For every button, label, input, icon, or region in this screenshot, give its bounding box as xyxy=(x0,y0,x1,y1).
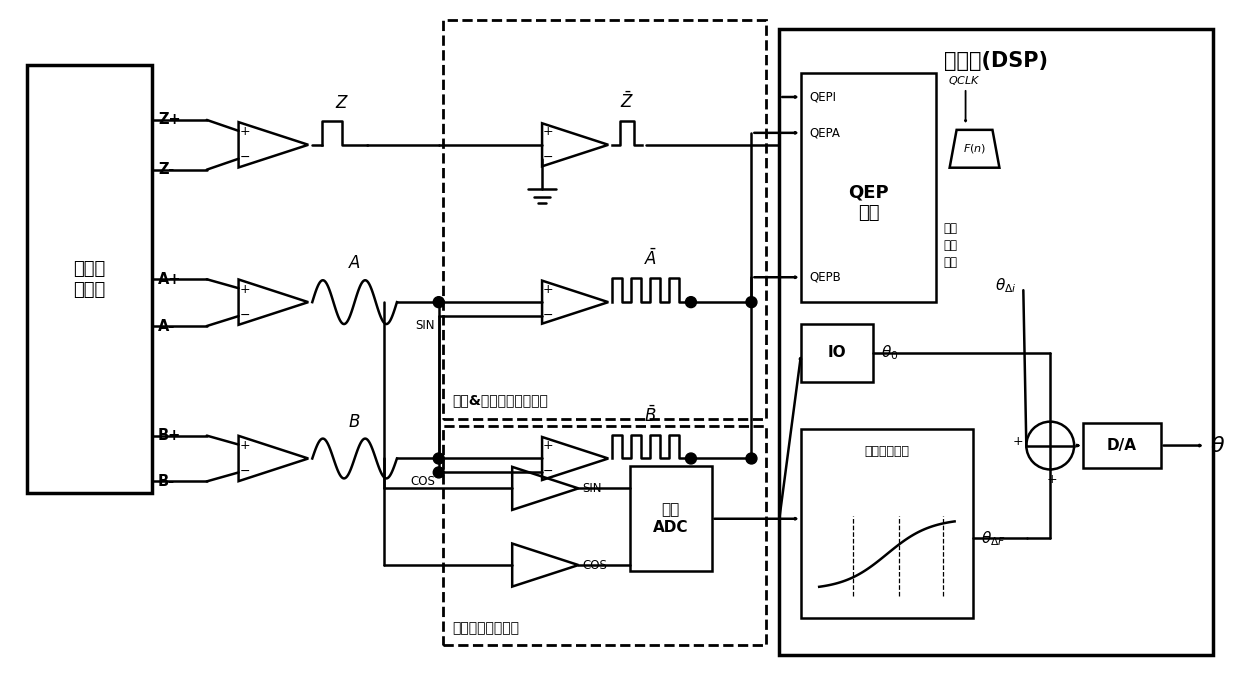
Text: $Z$: $Z$ xyxy=(335,94,349,112)
Text: 增量式
编码器: 增量式 编码器 xyxy=(73,260,105,299)
Text: QEPA: QEPA xyxy=(809,126,840,140)
Text: A-: A- xyxy=(157,319,175,334)
Text: $\theta_{\Delta F}$: $\theta_{\Delta F}$ xyxy=(980,529,1005,548)
Text: −: − xyxy=(239,465,250,478)
Bar xyxy=(27,65,152,493)
Text: −: − xyxy=(239,151,250,164)
Text: IO: IO xyxy=(828,346,846,361)
Text: QEP
单元: QEP 单元 xyxy=(849,183,888,222)
Text: +: + xyxy=(1047,473,1058,487)
Bar xyxy=(779,29,1213,654)
Circle shape xyxy=(746,453,757,464)
Text: Z-: Z- xyxy=(157,162,175,177)
Text: +: + xyxy=(239,282,250,296)
Text: −: − xyxy=(543,309,554,321)
Text: 弦波信号细分电路: 弦波信号细分电路 xyxy=(452,621,519,635)
Circle shape xyxy=(434,467,445,478)
Bar xyxy=(1083,423,1161,468)
Text: 分量角度计算: 分量角度计算 xyxy=(865,445,909,458)
Text: A+: A+ xyxy=(157,272,181,286)
Text: −: − xyxy=(543,151,554,164)
Text: 高速
ADC: 高速 ADC xyxy=(653,503,689,535)
Text: $QCLK$: $QCLK$ xyxy=(948,74,980,87)
Bar xyxy=(629,466,711,571)
Bar xyxy=(442,426,767,645)
Text: B+: B+ xyxy=(157,428,181,443)
Bar xyxy=(802,324,873,381)
Text: +: + xyxy=(543,439,554,452)
Text: $\theta$: $\theta$ xyxy=(1209,435,1224,456)
Circle shape xyxy=(685,453,696,464)
Text: QEPB: QEPB xyxy=(809,271,841,284)
Text: +: + xyxy=(543,282,554,296)
Text: −: − xyxy=(239,309,250,321)
Bar xyxy=(442,20,767,419)
Text: $\theta_0$: $\theta_0$ xyxy=(881,344,898,363)
Text: $\theta_{\Delta i}$: $\theta_{\Delta i}$ xyxy=(995,276,1016,295)
Text: $\bar{A}$: $\bar{A}$ xyxy=(643,249,657,270)
Text: B-: B- xyxy=(157,474,175,489)
Bar xyxy=(802,73,935,302)
Text: SIN: SIN xyxy=(415,319,435,332)
Text: $B$: $B$ xyxy=(348,412,361,431)
Text: SIN: SIN xyxy=(582,482,602,495)
Text: 单片机(DSP): 单片机(DSP) xyxy=(944,51,1048,71)
Text: +: + xyxy=(1012,435,1023,448)
Text: +: + xyxy=(543,125,554,138)
Text: QEPI: QEPI xyxy=(809,90,836,104)
Text: $F(n)$: $F(n)$ xyxy=(963,142,986,155)
Text: D/A: D/A xyxy=(1106,438,1137,453)
Text: $\bar{Z}$: $\bar{Z}$ xyxy=(621,92,634,112)
Circle shape xyxy=(746,297,757,307)
Text: 弦波&零位信号整形电路: 弦波&零位信号整形电路 xyxy=(452,393,549,406)
Text: −: − xyxy=(543,465,554,478)
Text: $A$: $A$ xyxy=(347,254,361,272)
Text: $\bar{B}$: $\bar{B}$ xyxy=(644,405,657,426)
Text: +: + xyxy=(239,439,250,452)
Circle shape xyxy=(434,297,445,307)
Text: +: + xyxy=(239,125,250,138)
Circle shape xyxy=(434,453,445,464)
Text: Z+: Z+ xyxy=(157,113,181,127)
Circle shape xyxy=(685,297,696,307)
Text: 整量
角度
计算: 整量 角度 计算 xyxy=(944,222,958,269)
Text: COS: COS xyxy=(582,559,607,572)
Text: COS: COS xyxy=(410,475,435,489)
Bar xyxy=(802,429,973,618)
